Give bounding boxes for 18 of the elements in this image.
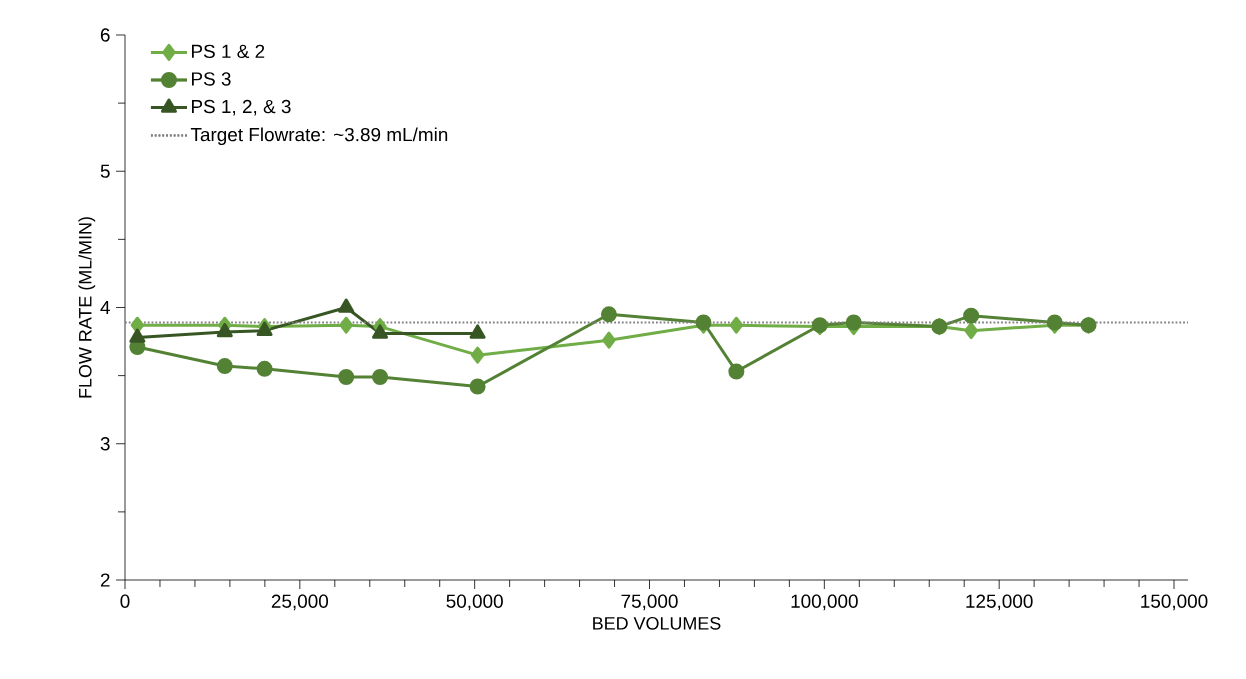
y-tick-label: 5 (100, 164, 110, 178)
y-tick-label: 4 (100, 300, 110, 315)
y-tick-label: 6 (100, 28, 110, 42)
x-tick-label: 75,000 (621, 594, 678, 611)
legend-label: Target Flowrate: ~3.89 mL/min (190, 127, 448, 146)
x-tick-label: 125,000 (966, 594, 1033, 611)
legend-label: PS 3 (191, 72, 231, 86)
x-tick-label: 0 (120, 594, 130, 608)
x-tick-label: 100,000 (791, 594, 858, 611)
y-tick-label: 2 (100, 573, 110, 587)
x-axis-title: BED VOLUMES (593, 616, 721, 630)
x-tick-label: 150,000 (1141, 594, 1208, 611)
y-tick-label: 3 (100, 437, 110, 451)
x-tick-label: 50,000 (446, 594, 503, 611)
y-axis-title: FLOW RATE (ML/MIN) (78, 217, 96, 398)
legend-label: PS 1, 2, & 3 (191, 99, 291, 116)
legend-label: PS 1 & 2 (191, 44, 265, 59)
x-tick-label: 25,000 (271, 594, 329, 611)
